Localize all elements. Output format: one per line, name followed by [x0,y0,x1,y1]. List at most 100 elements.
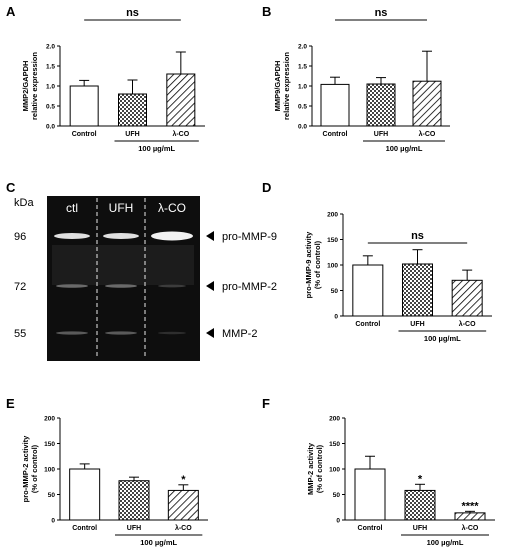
gel-marker-55: 55 [14,328,26,340]
chart-panel-b: 0.0 0.5 1.0 1.5 2.0 MMP9/GAPDHrelative expres… [273,7,450,153]
y-tick-label: 0.0 [298,123,307,130]
y-tick-label: 1.0 [46,83,55,90]
panel-letter-d: D [262,180,271,195]
gel-lane-label-lambda-co: λ-CO [158,201,186,215]
chart-panel-a: 0.0 0.5 1.0 1.5 2.0 MMP2/GAPDHrelative expres… [21,7,205,153]
bar [69,468,101,521]
y-tick-label: 200 [44,415,55,422]
y-tick-label: 0 [336,517,340,524]
category-label: Control [358,525,383,532]
y-axis-label: pro-MMP-9 activity(% of control) [304,231,322,299]
panel-letter-e: E [6,396,15,411]
category-label: UFH [127,525,141,532]
y-axis-label-line: relative expression [282,52,291,120]
gel-band-arrow [206,281,214,291]
gel-band [158,284,186,288]
bar [69,85,99,127]
bar [118,93,147,127]
category-label: λ-CO [462,524,479,532]
y-tick-label: 0.5 [298,103,307,110]
y-tick-label: 2.0 [298,43,307,50]
y-tick-label: 2.0 [46,43,55,50]
y-tick-label: 150 [44,441,55,448]
panel-letter-a: A [6,4,16,19]
category-label: Control [72,131,97,138]
panel-letter-c: C [6,180,16,195]
gel-band-label-mmp2: MMP-2 [222,328,257,340]
chart-panel-f: 0 50 100 150 200 MMP-2 activity(% of control)… [306,415,495,547]
y-axis-label-line: (% of control) [315,444,324,493]
category-label: UFH [374,131,388,138]
gel-smear [52,245,194,285]
chart-panel-e: 0 50 100 150 200 pro-MMP-2 activity(% of cont… [21,415,208,547]
y-tick-label: 0 [334,313,338,320]
category-label: λ-CO [419,130,436,138]
gel-band-arrow [206,231,214,241]
y-axis-label-line: MMP9/GAPDH [273,61,282,112]
y-tick-label: 1.0 [298,83,307,90]
significance-label: ns [411,230,424,242]
gel-band [105,284,137,288]
group-label: 100 µg/mL [424,334,461,343]
bar [404,489,436,521]
gel-marker-72: 72 [14,281,26,293]
bar [454,512,486,521]
group-label: 100 µg/mL [140,538,177,547]
gel-panel: kDa ctl UFH λ-CO 96 72 55 pro-MMP-9 pro-… [14,196,277,361]
gel-band-label-pro-mmp9: pro-MMP-9 [222,231,277,243]
y-axis-label-line: (% of control) [313,240,322,289]
gel-band [56,284,88,288]
panel-letter-f: F [262,396,270,411]
y-tick-label: 100 [327,262,338,269]
y-tick-label: 50 [331,288,339,295]
y-axis-label-line: MMP2/GAPDH [21,61,30,112]
y-axis-label: MMP-2 activity(% of control) [306,442,324,495]
bar [167,489,199,521]
significance-label: ns [375,7,388,19]
category-label: Control [323,131,348,138]
bar [402,263,433,317]
gel-band [56,331,88,335]
bar [320,83,350,127]
category-label: λ-CO [175,524,192,532]
gel-lane-label-ufh: UFH [109,201,134,215]
y-axis-label-line: relative expression [30,52,39,120]
y-axis-label-line: MMP-2 activity [306,442,315,495]
gel-band-arrow [206,328,214,338]
y-tick-label: 200 [329,415,340,422]
y-tick-label: 0.5 [46,103,55,110]
category-label: λ-CO [172,130,189,138]
y-axis-label-line: (% of control) [30,444,39,493]
category-label: λ-CO [459,320,476,328]
panel-letter-b: B [262,4,271,19]
category-label: Control [72,525,97,532]
y-tick-label: 50 [48,492,56,499]
y-axis-label-line: pro-MMP-9 activity [304,231,313,299]
gel-lane-label-ctl: ctl [66,201,78,215]
y-tick-label: 0 [51,517,55,524]
group-label: 100 µg/mL [138,144,175,153]
significance-star: **** [461,500,479,512]
group-label: 100 µg/mL [386,144,423,153]
significance-star: * [181,474,186,486]
significance-label: ns [126,7,139,19]
y-axis-label-line: pro-MMP-2 activity [21,435,30,503]
bar [451,279,483,317]
bar [354,468,386,521]
gel-band-label-pro-mmp2: pro-MMP-2 [222,281,277,293]
y-tick-label: 1.5 [46,63,55,70]
gel-band [105,331,137,335]
bar [352,264,384,317]
y-axis-label: MMP2/GAPDHrelative expression [21,52,39,120]
significance-star: * [418,473,423,485]
category-label: Control [355,321,380,328]
y-tick-label: 100 [329,466,340,473]
gel-marker-96: 96 [14,231,26,243]
y-tick-label: 150 [327,237,338,244]
chart-panel-d: 0 50 100 150 200 pro-MMP-9 activity(% of cont… [304,211,492,343]
y-axis-label: pro-MMP-2 activity(% of control) [21,435,39,503]
category-label: UFH [410,321,424,328]
y-tick-label: 50 [333,492,341,499]
gel-band [151,231,193,241]
